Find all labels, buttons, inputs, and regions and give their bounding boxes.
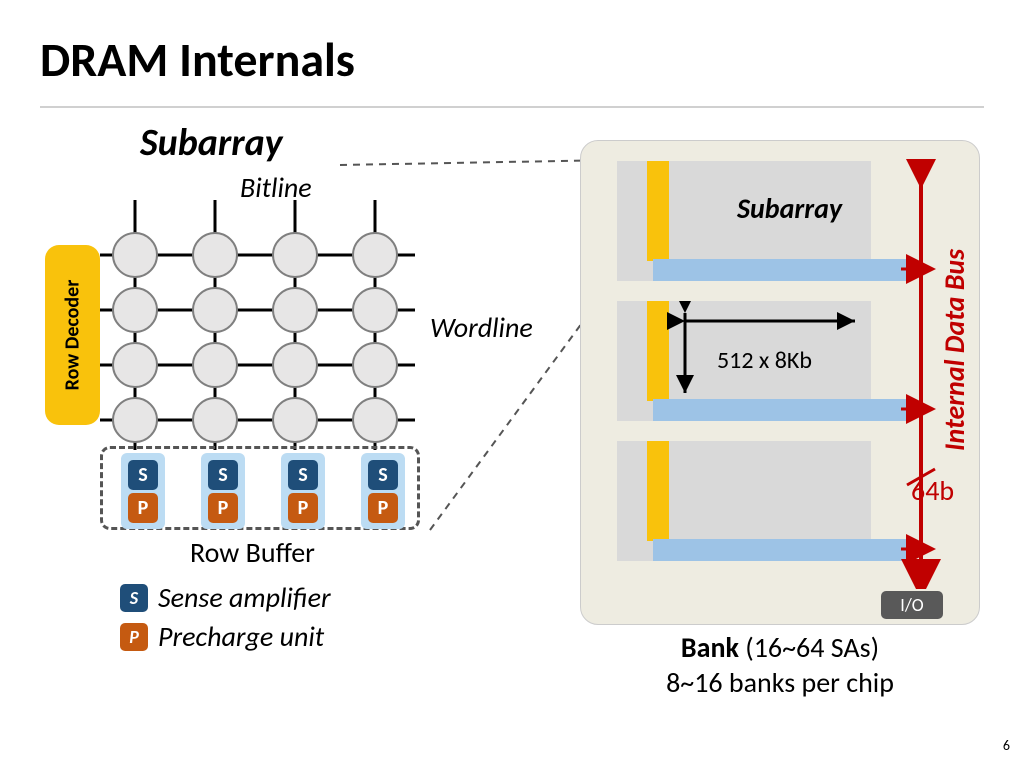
subarray-rowbuf xyxy=(653,259,907,281)
s-icon: S xyxy=(288,460,318,490)
p-icon: P xyxy=(368,493,398,523)
bank-box: Subarray 512 x 8Kb Internal Data Bus 64b… xyxy=(580,140,980,625)
legend-row: S Sense amplifier xyxy=(120,580,331,615)
p-icon: P xyxy=(120,623,148,651)
subarray-decoder xyxy=(647,441,669,541)
p-icon: P xyxy=(288,493,318,523)
row-buffer-label: Row Buffer xyxy=(190,535,315,570)
row-decoder-box: Row Decoder xyxy=(45,245,100,425)
cells xyxy=(113,233,397,442)
wordline-label: Wordline xyxy=(430,310,533,345)
bank-subarray xyxy=(617,441,871,561)
bank-caption: Bank (16~64 SAs) 8~16 banks per chip xyxy=(580,630,980,700)
divider xyxy=(40,106,984,108)
legend: S Sense amplifier P Precharge unit xyxy=(120,580,331,658)
caption-bold: Bank xyxy=(681,630,739,665)
bus-width-label: 64b xyxy=(911,473,954,508)
sp-unit: S P xyxy=(201,453,245,529)
cell-grid xyxy=(95,200,435,460)
legend-s-text: Sense amplifier xyxy=(158,580,331,615)
caption-rest: (16~64 SAs) xyxy=(739,630,879,665)
bank-subarray: 512 x 8Kb xyxy=(617,301,871,421)
p-icon: P xyxy=(128,493,158,523)
sp-unit: S P xyxy=(281,453,325,529)
bank-subarray: Subarray xyxy=(617,161,871,281)
subarray-title: Subarray xyxy=(140,120,283,166)
caption-line2: 8~16 banks per chip xyxy=(666,665,894,700)
slide-title: DRAM Internals xyxy=(40,30,355,89)
sp-unit: S P xyxy=(361,453,405,529)
subarray-rowbuf xyxy=(653,539,907,561)
row-buffer-box: S P S P S P S P xyxy=(100,446,420,530)
s-icon: S xyxy=(128,460,158,490)
legend-p-text: Precharge unit xyxy=(158,619,324,654)
subarray-decoder xyxy=(647,161,669,261)
dimension-text: 512 x 8Kb xyxy=(717,346,812,375)
s-icon: S xyxy=(120,584,148,612)
row-decoder-label: Row Decoder xyxy=(61,280,85,391)
p-icon: P xyxy=(208,493,238,523)
page-number: 6 xyxy=(1003,737,1010,754)
bus-label: Internal Data Bus xyxy=(937,249,972,451)
subarray-label: Subarray xyxy=(737,191,842,226)
io-box: I/O xyxy=(881,591,943,619)
sp-unit: S P xyxy=(121,453,165,529)
s-icon: S xyxy=(208,460,238,490)
s-icon: S xyxy=(368,460,398,490)
legend-row: P Precharge unit xyxy=(120,619,331,654)
